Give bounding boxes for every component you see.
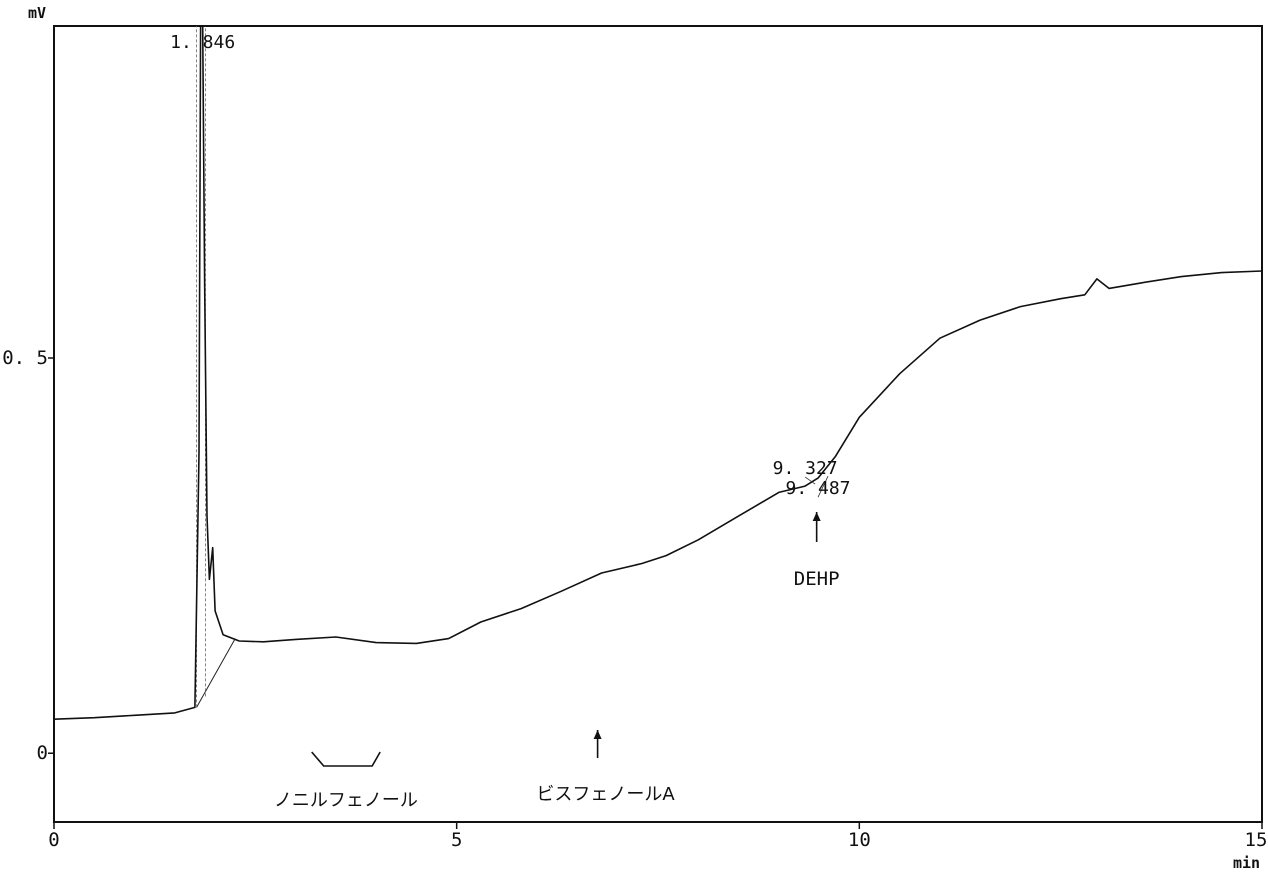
chromatogram-trace <box>53 25 1263 720</box>
annotation-bracket <box>311 751 381 767</box>
integration-baseline <box>196 638 236 708</box>
annotation-label: ビスフェノールA <box>536 784 675 805</box>
peak-label-leader <box>817 475 829 498</box>
annotation-label: ノニルフェノール <box>274 790 418 811</box>
x-tick-label: 0 <box>48 829 59 851</box>
y-tick-label: 0. 5 <box>2 347 48 369</box>
peak-label: 1. 846 <box>170 32 235 53</box>
integration-baselines <box>196 26 236 708</box>
peak-label: 9. 487 <box>786 478 851 499</box>
x-axis-unit-label: min <box>1233 854 1260 872</box>
peak-label: 9. 327 <box>773 458 838 479</box>
y-axis-unit-label: mV <box>28 4 46 22</box>
annotation-arrow-head <box>812 512 821 521</box>
peak-label-leader <box>804 476 816 485</box>
annotation-arrow-head <box>593 730 602 739</box>
series-layer <box>53 25 1263 720</box>
plot-frame <box>53 25 1263 823</box>
x-tick-label: 15 <box>1245 829 1268 851</box>
annotation-label: DEHP <box>794 568 840 590</box>
ticks-layer: 0 5 10 15 0 0. 5 <box>2 347 1267 851</box>
x-tick-label: 10 <box>848 829 871 851</box>
y-tick-label: 0 <box>37 742 48 764</box>
x-tick-label: 5 <box>451 829 462 851</box>
